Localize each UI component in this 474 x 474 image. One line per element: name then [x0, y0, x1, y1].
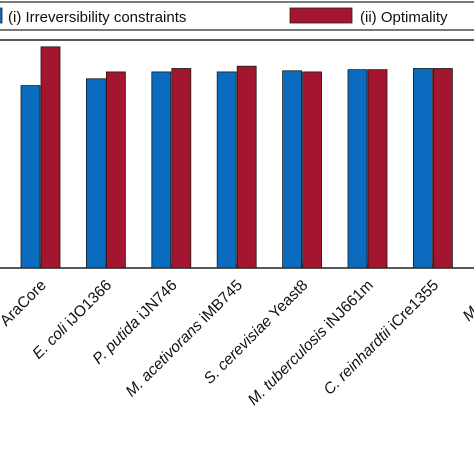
- bar-irreversibility-5: [347, 69, 368, 269]
- x-tick-label-7: M. mus: [460, 277, 474, 325]
- x-tick-label-0: AraCore: [0, 277, 50, 330]
- bar-irreversibility-1: [86, 78, 106, 269]
- bar-irreversibility-6: [412, 68, 433, 269]
- x-tick-label-5: M. tuberculosis iNJ661m: [245, 277, 377, 409]
- bar-optimality-3: [236, 65, 257, 269]
- bar-irreversibility-3: [216, 71, 237, 269]
- legend-box: [0, 1, 474, 31]
- bar-optimality-4: [302, 71, 323, 269]
- bar-optimality-1: [106, 71, 126, 269]
- legend-label-0: (i) Irreversibility constraints: [8, 9, 186, 26]
- bar-optimality-0: [40, 46, 61, 269]
- legend-swatch-1: [289, 7, 353, 24]
- bar-optimality-5: [367, 69, 388, 269]
- bar-optimality-2: [171, 68, 192, 269]
- bar-irreversibility-2: [151, 71, 172, 269]
- legend-label-1: (ii) Optimality: [360, 9, 448, 26]
- legend: (i) Irreversibility constraints (ii) Opti…: [0, 1, 474, 31]
- legend-swatch-0-visible: [0, 7, 3, 24]
- bar-irreversibility-4: [282, 70, 303, 269]
- bar-optimality-6: [432, 68, 453, 269]
- x-tick-label-3: M. acetivorans iMB745: [123, 277, 247, 401]
- bar-irreversibility-0: [20, 85, 41, 269]
- x-tick-label-6: C. reinhardtii iCre1355: [321, 277, 443, 399]
- bars: [20, 46, 453, 269]
